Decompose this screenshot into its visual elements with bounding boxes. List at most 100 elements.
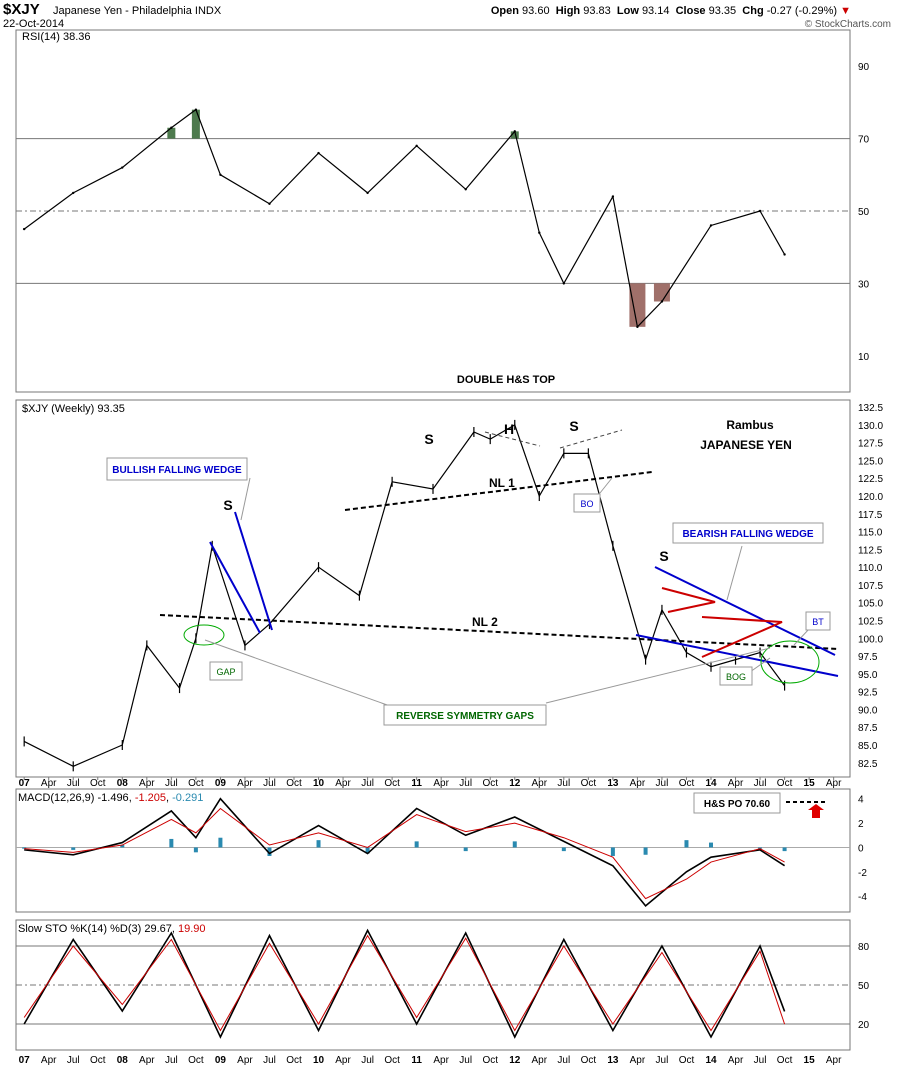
quote-strip: Open 93.60 High 93.83 Low 93.14 Close 93…: [490, 5, 851, 17]
x-axis-label: Apr: [532, 1055, 548, 1066]
bearish-wedge-upper: [654, 566, 836, 656]
rsi-overbought-fill: [510, 131, 519, 139]
sto-tick-label: 50: [858, 981, 870, 992]
x-axis-label: Jul: [557, 1055, 570, 1066]
rsi-tick-label: 50: [858, 207, 870, 218]
macd-hist-bar: [193, 847, 198, 853]
rsi-legend: RSI(14) 38.36: [22, 31, 90, 43]
x-axis-label: Oct: [581, 1055, 597, 1066]
japanese-yen-label: JAPANESE YEN: [700, 438, 792, 452]
security-name: Japanese Yen - Philadelphia INDX: [53, 5, 222, 17]
rsi-point: [758, 209, 762, 213]
x-axis-label: Jul: [754, 778, 767, 789]
sto-tick-label: 20: [858, 1020, 870, 1031]
left-shoulder-label: S: [424, 431, 433, 447]
red-triangle-2: [701, 616, 783, 658]
x-axis-label: Apr: [433, 778, 449, 789]
rsi-point: [22, 227, 26, 231]
x-axis-label: Jul: [67, 778, 80, 789]
x-axis-label: 07: [19, 778, 31, 789]
bog-pointer: [749, 657, 771, 673]
rsi-oversold-fill: [653, 283, 670, 302]
x-axis-label: Apr: [139, 778, 155, 789]
price-tick-label: 122.5: [858, 474, 883, 485]
price-tick-label: 100.0: [858, 634, 883, 645]
price-tick-label: 85.0: [858, 741, 878, 752]
x-axis-label: Apr: [728, 778, 744, 789]
right-shoulder-label: S: [569, 418, 578, 434]
s-2013-label: S: [659, 548, 668, 564]
rsi-point: [783, 253, 786, 256]
x-axis-label: Jul: [656, 1055, 669, 1066]
x-axis-label: Jul: [754, 1055, 767, 1066]
bo-pointer: [599, 477, 613, 494]
x-axis-label: Oct: [384, 1055, 400, 1066]
reverse-gaps-text: REVERSE SYMMETRY GAPS: [396, 711, 534, 722]
rsi-overbought-fill: [167, 127, 176, 139]
x-axis-label: Apr: [826, 778, 842, 789]
macd-hist-bar: [169, 838, 174, 848]
gap-ellipse-right: [760, 640, 820, 684]
bo-box: [573, 493, 601, 513]
rsi-point: [317, 151, 320, 155]
x-axis-label: 10: [313, 1055, 325, 1066]
down-arrow-icon: ▼: [840, 5, 851, 17]
macd-hist-bar: [610, 847, 615, 856]
bog-box: [719, 666, 753, 686]
x-axis-label: Oct: [90, 1055, 106, 1066]
s-shoulder-line: [559, 429, 623, 449]
bearish-wedge-box: [672, 522, 824, 544]
x-axis-label: 12: [509, 1055, 521, 1066]
x-axis-label: Apr: [237, 1055, 253, 1066]
bullish-wedge-box: [106, 457, 248, 481]
sto-tick-label: 80: [858, 942, 870, 953]
x-axis-label: Apr: [630, 778, 646, 789]
price-tick-label: 127.5: [858, 439, 883, 450]
rsi-point: [709, 224, 713, 227]
x-axis-label: Apr: [826, 1055, 842, 1066]
x-axis-label: Oct: [679, 778, 695, 789]
x-axis-label: Apr: [139, 1055, 155, 1066]
price-tick-label: 110.0: [858, 563, 883, 574]
up-arrow-icon: [808, 804, 824, 818]
x-axis-label: Apr: [335, 778, 351, 789]
macd-hist-bar: [22, 847, 27, 849]
price-tick-label: 95.0: [858, 670, 878, 681]
bullish-wedge-lower: [234, 511, 273, 631]
bearish-wedge-lower: [635, 634, 839, 677]
x-axis-label: 08: [117, 1055, 129, 1066]
sto-d-line: [23, 934, 786, 1032]
panel-frame-2: [15, 788, 851, 913]
rsi-point: [194, 108, 198, 111]
price-tick-label: 97.5: [858, 652, 878, 663]
macd-signal-line: [24, 807, 785, 900]
x-axis-label: Apr: [41, 1055, 57, 1066]
x-axis-label: Jul: [557, 778, 570, 789]
rsi-line: [23, 108, 786, 329]
macd-legend: MACD(12,26,9) -1.496, -1.205, -0.291: [18, 792, 203, 804]
rsi-point: [660, 300, 664, 303]
macd-hist-bar: [316, 840, 321, 848]
chart-date: 22-Oct-2014: [3, 18, 65, 30]
price-tick-label: 102.5: [858, 617, 883, 628]
double-hs-top-label: DOUBLE H&S TOP: [457, 374, 555, 386]
macd-hist-bar: [758, 847, 763, 849]
bog-text: BOG: [726, 672, 746, 682]
macd-hist-bar: [267, 847, 272, 856]
macd-hist-bar: [120, 845, 125, 848]
macd-hist-bar: [709, 842, 713, 848]
bullish-wedge-upper: [209, 541, 261, 634]
gap-text: GAP: [216, 667, 235, 677]
x-axis-label: Jul: [361, 1055, 374, 1066]
macd-hist-bar: [561, 847, 566, 852]
x-axis-label: Jul: [67, 1055, 80, 1066]
rsi-tick-label: 70: [858, 135, 870, 146]
macd-tick-label: 4: [858, 795, 864, 806]
panel-frame-1: [15, 399, 851, 778]
x-axis-label: 11: [411, 778, 422, 789]
gap-ellipse-left: [183, 624, 225, 646]
copyright: © StockCharts.com: [804, 19, 891, 30]
nl1-label: NL 1: [489, 476, 515, 490]
x-axis-label: Oct: [679, 1055, 695, 1066]
